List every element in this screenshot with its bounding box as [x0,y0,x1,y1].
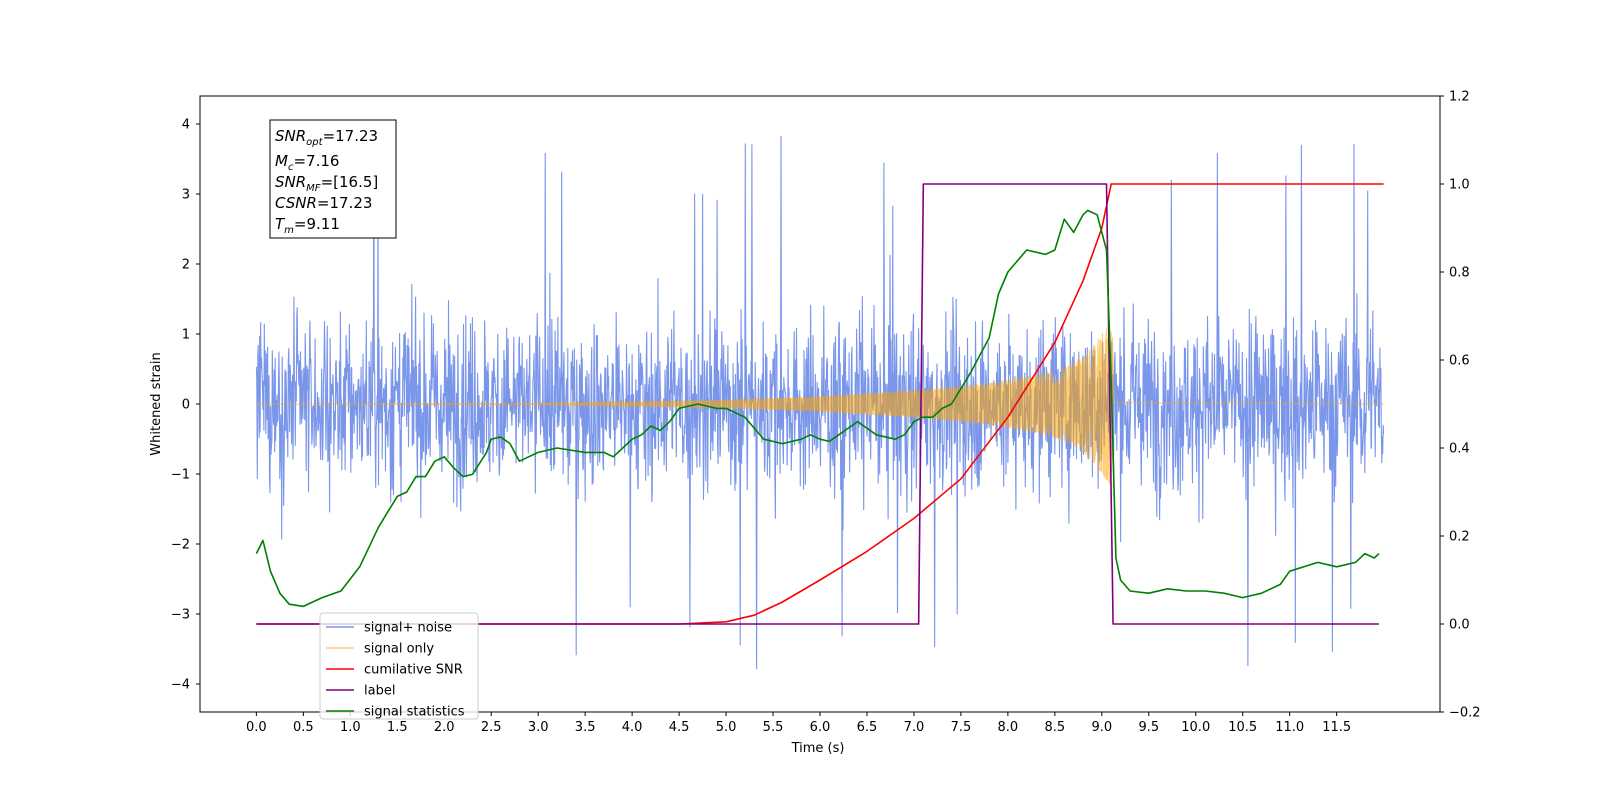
legend-label-label: label [364,684,395,699]
annotation-tm: Tm=9.11 [275,215,340,236]
x-tick-label: 9.5 [1138,720,1159,735]
x-tick-label: 9.0 [1091,720,1112,735]
x-tick-label: 0.5 [293,720,314,735]
x-tick-label: 3.0 [528,720,549,735]
x-tick-label: 11.0 [1275,720,1304,735]
y-right-tick-label: 0.0 [1449,618,1470,633]
y-right-tick-label: 1.0 [1449,178,1470,193]
legend-frame [319,612,479,720]
series-label [256,183,1379,625]
annotation-chirp-mass: Mc=7.16 [275,152,339,173]
y-left-tick-label: −2 [171,538,190,553]
x-tick-label: 1.5 [387,720,408,735]
y-right-tick-label: 0.2 [1449,530,1470,545]
y-right-tick-label: 0.4 [1449,442,1470,457]
series-signal-only [256,325,1384,486]
y-left-tick-label: 1 [182,328,190,343]
y-left-tick-label: −3 [171,608,190,623]
x-tick-label: 8.5 [1045,720,1066,735]
x-tick-label: 2.5 [481,720,502,735]
annotation-box: SNRopt=17.23 Mc=7.16 SNRMF=[16.5] CSNR=1… [269,119,397,239]
y-left-tick-label: 3 [182,188,190,203]
x-tick-label: 6.0 [810,720,831,735]
x-tick-label: 5.0 [716,720,737,735]
y-left-tick-label: 2 [182,258,190,273]
y-right-tick-label: 1.2 [1449,90,1470,105]
y-axis-left: −4 −3 −2 −1 0 1 2 3 4 [171,118,200,693]
annotation-csnr: CSNR=17.23 [275,194,372,212]
x-tick-label: 8.0 [998,720,1019,735]
annotation-snr-mf: SNRMF=[16.5] [275,173,378,194]
y-left-tick-label: −4 [171,678,190,693]
series-signal-statistics [255,209,1380,608]
y-left-tick-label: −1 [171,468,190,483]
annotation-frame [269,119,397,239]
x-tick-label: 2.0 [434,720,455,735]
x-tick-label: 7.5 [951,720,972,735]
x-axis-label: Time (s) [791,741,845,756]
legend-label-cumulative-snr: cumilative SNR [364,663,463,678]
x-tick-label: 3.5 [575,720,596,735]
legend-label-signal-statistics: signal statistics [364,705,465,720]
series-layer [255,136,1385,670]
x-tick-label: 0.0 [246,720,267,735]
x-tick-label: 5.5 [763,720,784,735]
x-axis: 0.0 0.5 1.0 1.5 2.0 2.5 3.0 3.5 4.0 4.5 5.0 5.5 6.0 6… [246,712,1351,735]
y-axis-label-left: Whitened strain [149,352,164,455]
x-tick-label: 7.0 [904,720,925,735]
x-tick-label: 1.0 [340,720,361,735]
y-left-tick-label: 0 [182,398,190,413]
legend: signal+ noise signal only cumilative SNR… [319,612,479,720]
y-right-tick-label: 0.6 [1449,354,1470,369]
x-tick-label: 11.5 [1322,720,1351,735]
annotation-snr-opt: SNRopt=17.23 [275,127,378,148]
x-tick-label: 6.5 [857,720,878,735]
x-tick-label: 10.0 [1181,720,1210,735]
y-right-tick-label: −0.2 [1449,706,1481,721]
x-tick-label: 4.5 [669,720,690,735]
y-axis-right: −0.2 0.0 0.2 0.4 0.6 0.8 1.0 1.2 [1440,90,1481,721]
legend-label-signal-only: signal only [364,642,434,657]
y-left-tick-label: 4 [182,118,190,133]
legend-label-signal-noise: signal+ noise [364,621,452,636]
x-tick-label: 4.0 [622,720,643,735]
y-right-tick-label: 0.8 [1449,266,1470,281]
x-tick-label: 10.5 [1228,720,1257,735]
